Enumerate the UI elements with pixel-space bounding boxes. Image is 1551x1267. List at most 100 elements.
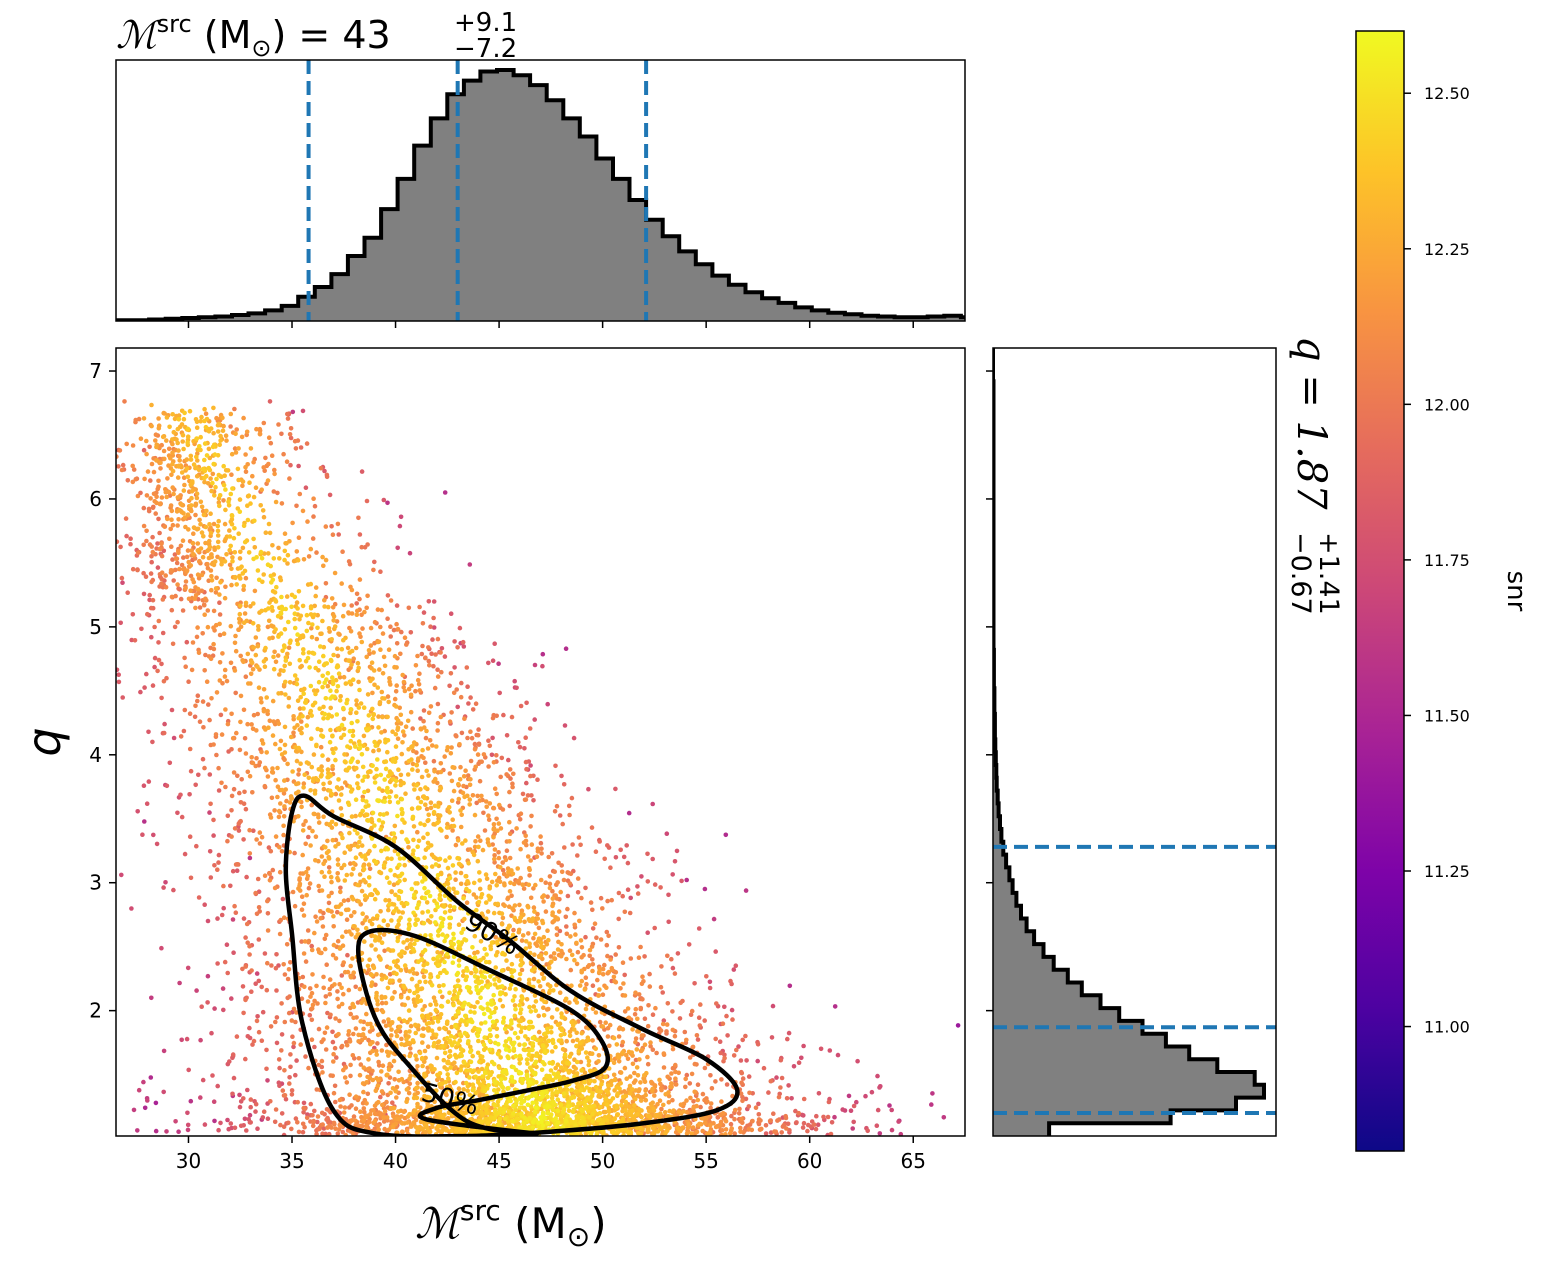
scatter-point [404, 1087, 410, 1092]
scatter-point [549, 851, 555, 856]
scatter-point [372, 1111, 378, 1117]
scatter-point [247, 1112, 253, 1118]
scatter-point [301, 1105, 307, 1111]
scatter-point [350, 956, 355, 961]
scatter-point [494, 883, 500, 888]
scatter-point [309, 1017, 315, 1023]
scatter-point [455, 800, 461, 805]
scatter-point [649, 1079, 654, 1085]
scatter-point [691, 1099, 696, 1104]
scatter-point [229, 747, 234, 752]
scatter-point [398, 712, 404, 718]
scatter-point [387, 679, 392, 684]
scatter-point [196, 895, 202, 900]
scatter-point [205, 561, 210, 567]
scatter-point [376, 1059, 381, 1065]
scatter-point [562, 845, 567, 850]
scatter-point [428, 1002, 433, 1008]
scatter-point [590, 968, 595, 974]
scatter-point [232, 446, 238, 451]
scatter-point [154, 458, 159, 463]
scatter-point [342, 752, 347, 757]
scatter-point [169, 594, 175, 600]
scatter-point [152, 655, 158, 661]
scatter-point [620, 1050, 625, 1055]
scatter-point [272, 885, 278, 891]
scatter-point [365, 1091, 371, 1097]
scatter-point [673, 1076, 678, 1081]
scatter-point [336, 532, 342, 537]
scatter-point [313, 593, 319, 599]
scatter-point [256, 685, 262, 690]
scatter-point [414, 1095, 420, 1101]
scatter-point [215, 528, 221, 534]
scatter-point [316, 1062, 322, 1068]
scatter-point [210, 471, 216, 477]
scatter-point [324, 1117, 329, 1122]
scatter-point [172, 552, 178, 557]
scatter-point [460, 639, 466, 645]
scatter-point [590, 926, 596, 931]
scatter-point [319, 854, 325, 859]
scatter-point [758, 1127, 763, 1132]
scatter-point [147, 597, 152, 603]
scatter-point [397, 1024, 403, 1030]
scatter-point [547, 874, 553, 879]
top-title-minus: −7.2 [454, 34, 517, 64]
scatter-point [353, 1106, 359, 1111]
scatter-point [431, 663, 436, 669]
scatter-point [294, 549, 300, 554]
scatter-point [378, 956, 383, 961]
scatter-point [739, 1116, 744, 1122]
scatter-point [214, 752, 219, 758]
scatter-point [447, 683, 452, 689]
scatter-point [346, 907, 351, 912]
scatter-point [473, 839, 478, 844]
scatter-point [281, 962, 287, 967]
scatter-point [329, 879, 334, 885]
scatter-point [566, 870, 572, 876]
scatter-point [282, 724, 288, 730]
scatter-point [285, 761, 290, 767]
scatter-point [658, 984, 664, 990]
scatter-point [361, 877, 367, 883]
scatter-point [232, 668, 238, 673]
scatter-point [692, 1061, 698, 1067]
scatter-point [467, 562, 473, 567]
scatter-point [557, 990, 563, 995]
scatter-point [367, 866, 373, 872]
scatter-point [597, 987, 602, 992]
scatter-point [511, 771, 516, 777]
scatter-point [202, 612, 207, 617]
scatter-point [349, 587, 355, 593]
scatter-point [695, 1082, 701, 1087]
scatter-point [364, 654, 370, 660]
scatter-point [283, 692, 288, 697]
scatter-point [603, 1020, 608, 1025]
scatter-point [558, 889, 563, 895]
scatter-point [539, 944, 544, 950]
scatter-point [670, 965, 676, 971]
scatter-point [347, 830, 352, 836]
scatter-point [349, 662, 354, 667]
scatter-point [559, 863, 564, 868]
scatter-point [469, 970, 474, 976]
scatter-point [401, 780, 406, 786]
scatter-point [308, 843, 313, 848]
scatter-point [296, 886, 301, 891]
scatter-point [779, 1075, 785, 1081]
scatter-point [420, 621, 426, 626]
scatter-point [435, 674, 441, 679]
scatter-point [381, 497, 387, 503]
scatter-point [269, 963, 274, 968]
scatter-point [613, 952, 618, 957]
scatter-point [509, 714, 515, 720]
scatter-point [295, 558, 301, 563]
scatter-point [118, 620, 123, 626]
scatter-point [253, 652, 259, 658]
scatter-point [448, 611, 454, 616]
scatter-point [184, 639, 190, 645]
scatter-point [246, 681, 251, 686]
scatter-point [296, 814, 301, 819]
scatter-point [257, 431, 263, 437]
